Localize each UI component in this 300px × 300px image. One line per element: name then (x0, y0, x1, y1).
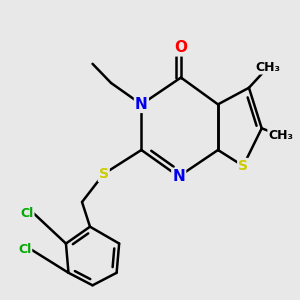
Text: S: S (99, 167, 109, 181)
Text: S: S (238, 159, 248, 173)
Text: Cl: Cl (18, 243, 31, 256)
Text: Cl: Cl (20, 207, 34, 220)
Text: CH₃: CH₃ (268, 129, 293, 142)
Text: CH₃: CH₃ (256, 61, 280, 74)
Text: O: O (175, 40, 188, 56)
Text: N: N (135, 97, 148, 112)
Text: N: N (172, 169, 185, 184)
